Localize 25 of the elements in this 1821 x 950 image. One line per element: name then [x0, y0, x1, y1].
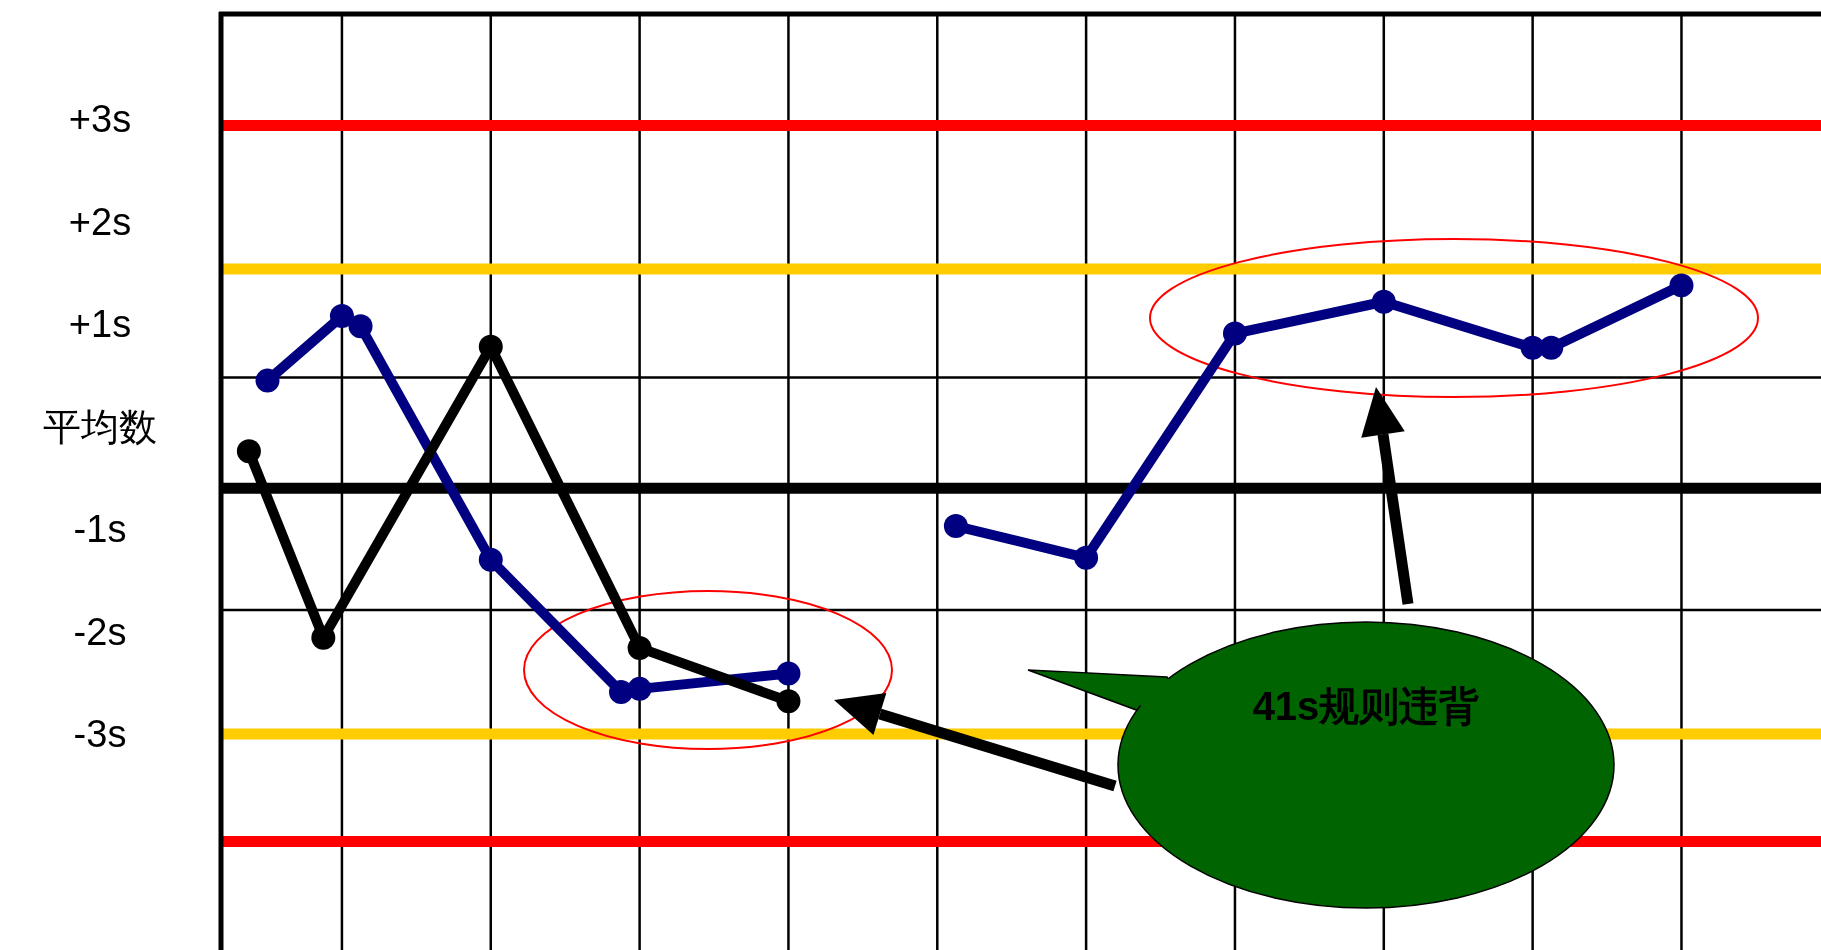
- point: [478, 334, 503, 359]
- y-tick-label: +1s: [68, 303, 132, 346]
- point: [348, 314, 373, 339]
- annotation: 41s规则违背: [1252, 684, 1480, 728]
- point: [776, 689, 801, 714]
- y-tick-label: -3s: [73, 712, 127, 755]
- y-tick-label: -2s: [73, 610, 127, 653]
- point: [329, 304, 354, 329]
- point: [1371, 289, 1396, 314]
- point: [627, 635, 652, 660]
- point: [1222, 321, 1247, 346]
- point: [236, 439, 261, 464]
- point: [1669, 273, 1694, 298]
- point: [311, 625, 336, 650]
- point: [478, 547, 503, 572]
- point: [1074, 545, 1099, 570]
- point: [1539, 335, 1564, 360]
- point: [943, 514, 968, 539]
- point: [776, 661, 801, 686]
- point: [255, 368, 280, 393]
- y-tick-label: +2s: [68, 200, 132, 243]
- y-tick-label: 平均数: [43, 405, 157, 448]
- y-tick-label: +3s: [68, 98, 132, 141]
- y-tick-label: -1s: [73, 508, 127, 551]
- point: [627, 676, 652, 701]
